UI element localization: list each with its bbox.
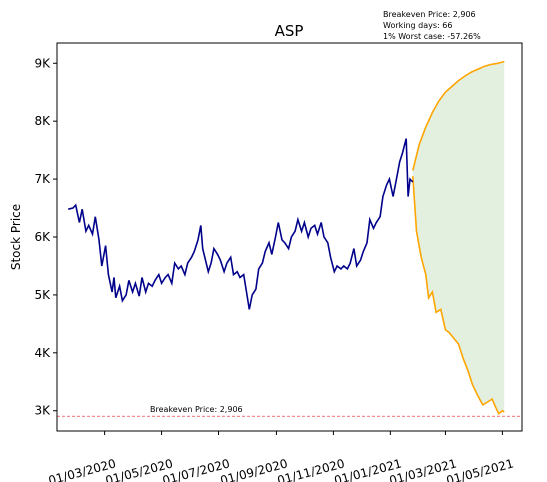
info-working-days: Working days: 66 xyxy=(383,21,452,30)
axes-frame xyxy=(56,42,523,432)
y-axis-label: Stock Price xyxy=(9,204,23,270)
y-tick-label: 6K xyxy=(34,230,51,244)
y-tick-label: 8K xyxy=(34,114,51,128)
y-tick-label: 5K xyxy=(34,288,51,302)
forecast-upper-line xyxy=(412,60,505,171)
info-breakeven: Breakeven Price: 2,906 xyxy=(383,10,476,19)
info-worst-case: 1% Worst case: -57.26% xyxy=(383,32,481,41)
breakeven-label: Breakeven Price: 2,906 xyxy=(150,405,243,414)
y-tick-label: 3K xyxy=(34,404,51,418)
forecast-band xyxy=(412,61,505,414)
y-tick-label: 7K xyxy=(34,172,51,186)
y-tick-label: 4K xyxy=(34,346,51,360)
info-box: Breakeven Price: 2,906 Working days: 66 … xyxy=(383,10,481,41)
forecast-lower-line xyxy=(412,176,505,415)
y-tick-label: 9K xyxy=(34,56,51,70)
price-history-line xyxy=(68,138,414,310)
chart-title: ASP xyxy=(275,22,304,40)
plot-area: Breakeven Price: 2,906 xyxy=(57,60,522,417)
